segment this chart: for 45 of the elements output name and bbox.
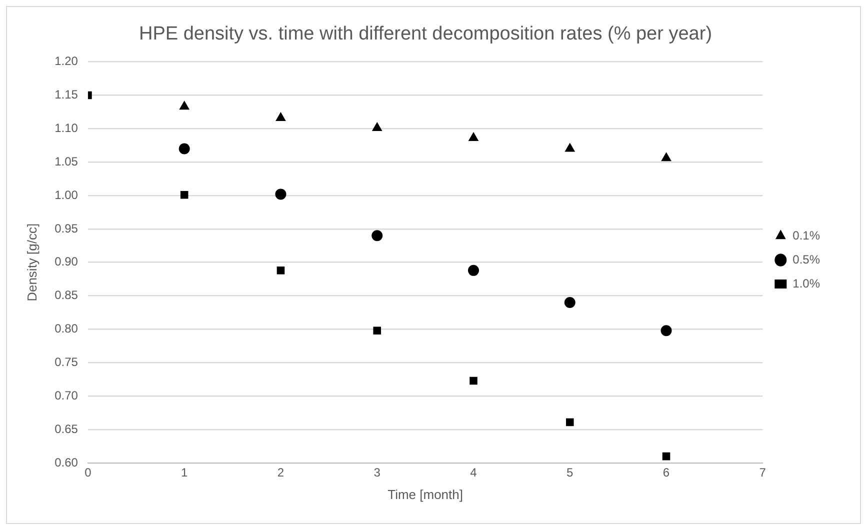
point bbox=[564, 297, 576, 308]
y-tick-label: 0.90 bbox=[54, 254, 78, 269]
x-tick-label: 1 bbox=[180, 466, 188, 480]
point bbox=[564, 142, 576, 152]
x-tick-label: 2 bbox=[277, 466, 284, 480]
point bbox=[660, 325, 672, 336]
y-tick-label: 0.60 bbox=[54, 455, 78, 470]
point bbox=[373, 326, 381, 334]
y-tick-label: 1.05 bbox=[54, 154, 78, 168]
point bbox=[179, 100, 190, 110]
y-tick-label: 1.10 bbox=[54, 120, 78, 135]
y-tick-label: 0.70 bbox=[54, 388, 78, 402]
point bbox=[276, 266, 285, 274]
x-tick-label: 7 bbox=[759, 466, 766, 480]
point bbox=[372, 230, 383, 242]
legend-label: 1.0% bbox=[792, 276, 820, 290]
y-tick-label: 0.80 bbox=[54, 322, 78, 336]
y-tick-label: 1.20 bbox=[54, 54, 78, 68]
legend-label: 0.5% bbox=[792, 252, 820, 266]
y-tick-label: 1.00 bbox=[54, 188, 78, 202]
x-tick-label: 5 bbox=[566, 466, 574, 480]
point bbox=[566, 418, 574, 426]
point bbox=[662, 452, 670, 460]
y-tick-label: 1.15 bbox=[54, 88, 78, 102]
y-tick-label: 0.65 bbox=[54, 422, 78, 436]
point bbox=[661, 152, 672, 162]
y-tick-label: 0.75 bbox=[54, 355, 78, 370]
point bbox=[470, 376, 478, 385]
y-tick-label: 0.85 bbox=[54, 288, 78, 302]
point bbox=[468, 132, 479, 142]
x-axis-title: Time [month] bbox=[388, 486, 463, 502]
point bbox=[178, 143, 190, 154]
x-tick-label: 6 bbox=[662, 466, 670, 480]
x-tick-label: 0 bbox=[84, 466, 92, 480]
legend-label: 0.1% bbox=[792, 228, 820, 242]
point bbox=[275, 188, 286, 200]
x-tick-label: 4 bbox=[470, 466, 478, 480]
point bbox=[372, 122, 382, 131]
point bbox=[276, 112, 286, 121]
y-axis-title: Density [g/cc] bbox=[24, 223, 40, 302]
x-tick-label: 3 bbox=[374, 466, 381, 480]
point bbox=[180, 190, 188, 199]
y-tick-label: 0.95 bbox=[54, 221, 78, 236]
chart-title: HPE density vs. time with different decomposition rates (% per year) bbox=[138, 24, 712, 45]
point bbox=[468, 264, 479, 276]
